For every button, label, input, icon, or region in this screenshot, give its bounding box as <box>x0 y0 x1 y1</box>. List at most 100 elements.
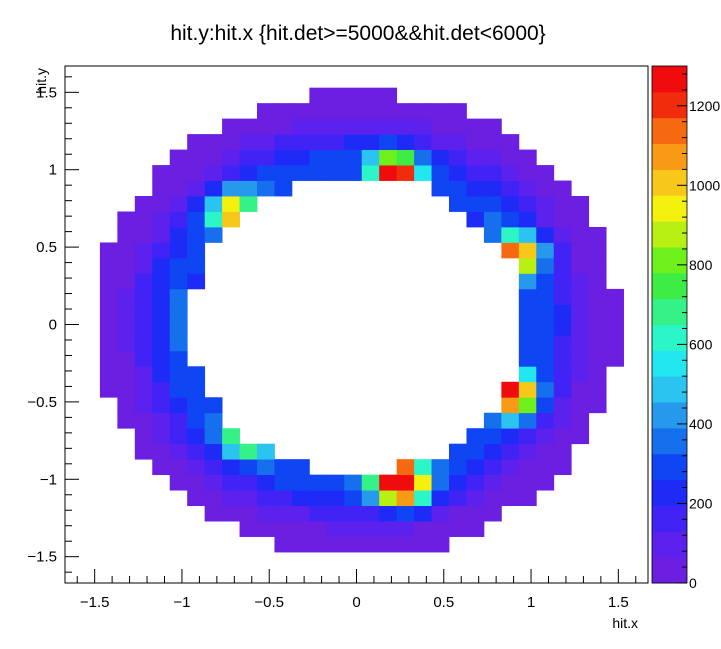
colorbar-swatch <box>652 531 687 558</box>
heatmap-bin <box>99 304 118 321</box>
heatmap-bin <box>257 490 275 507</box>
heatmap-bin <box>518 319 537 336</box>
heatmap-bin <box>222 490 240 507</box>
heatmap-bin <box>553 257 572 274</box>
heatmap-bin <box>117 366 136 383</box>
heatmap-bin <box>169 335 188 352</box>
heatmap-bin <box>239 474 258 491</box>
heatmap-bin <box>361 505 380 522</box>
heatmap-bin <box>187 211 206 228</box>
heatmap-bin <box>483 180 502 197</box>
heatmap-bin <box>204 443 223 460</box>
heatmap-bin <box>257 149 275 166</box>
heatmap-bin <box>536 412 555 429</box>
heatmap-bin <box>536 242 555 259</box>
heatmap-bin <box>396 149 415 166</box>
heatmap-bin <box>518 196 537 212</box>
heatmap-bin <box>518 474 537 491</box>
heatmap-bin <box>483 412 502 429</box>
heatmap-bin <box>431 459 450 476</box>
heatmap-bin <box>152 335 171 352</box>
heatmap-bin <box>187 474 206 491</box>
heatmap-bin <box>204 180 223 197</box>
heatmap-bin <box>571 242 590 259</box>
heatmap-bin <box>117 381 136 398</box>
heatmap-bin <box>344 165 363 181</box>
heatmap-bin <box>536 397 555 414</box>
heatmap-bin <box>291 165 310 181</box>
heatmap-bin <box>117 319 136 336</box>
heatmap-bin <box>134 397 153 414</box>
heatmap-bin <box>588 366 607 383</box>
heatmap-bin <box>152 443 171 460</box>
heatmap-bin <box>187 180 206 197</box>
heatmap-bin <box>431 149 450 166</box>
heatmap-bin <box>274 505 293 522</box>
heatmap-bin <box>483 459 502 476</box>
heatmap-bin <box>518 443 537 460</box>
heatmap-bin <box>553 381 572 398</box>
heatmap-bin <box>187 273 206 290</box>
heatmap-bin <box>536 180 555 197</box>
heatmap-bin <box>291 505 310 522</box>
heatmap-bin <box>449 521 467 537</box>
heatmap-bin <box>134 226 153 243</box>
colorbar-swatch <box>652 402 687 429</box>
heatmap-bin <box>571 196 590 212</box>
heatmap-bin <box>606 319 624 336</box>
heatmap-bin <box>187 366 206 383</box>
heatmap-bin <box>379 149 398 166</box>
heatmap-bin <box>431 521 450 537</box>
heatmap-bin <box>187 490 206 507</box>
heatmap-bin <box>152 196 171 212</box>
heatmap-bin <box>449 149 467 166</box>
heatmap-bin <box>414 505 432 522</box>
heatmap-bin <box>536 366 555 383</box>
heatmap-bin <box>588 319 607 336</box>
heatmap-bin <box>571 211 590 228</box>
heatmap-bin <box>466 490 485 507</box>
heatmap-bin <box>117 211 136 228</box>
colorbar-swatch <box>652 272 687 300</box>
x-tick-label: −1.5 <box>80 594 110 611</box>
heatmap-bin <box>169 165 188 181</box>
heatmap-bin <box>169 149 188 166</box>
x-tick-label: 0.5 <box>433 594 454 611</box>
heatmap-bin <box>222 118 240 135</box>
heatmap-bin <box>187 428 206 445</box>
heatmap-bin <box>606 350 624 367</box>
heatmap-bin <box>239 196 258 212</box>
heatmap-bin <box>536 350 555 367</box>
heatmap-bin <box>134 381 153 398</box>
heatmap-bin <box>501 134 520 150</box>
heatmap-bin <box>431 490 450 507</box>
heatmap-bin <box>99 366 118 383</box>
heatmap-bin <box>501 211 520 228</box>
heatmap-bin <box>169 273 188 290</box>
heatmap-bin <box>152 459 171 476</box>
heatmap-bin <box>204 490 223 507</box>
heatmap-bin <box>291 490 310 507</box>
heatmap-bin <box>361 87 380 104</box>
heatmap-bin <box>257 505 275 522</box>
heatmap-bin <box>291 149 310 166</box>
heatmap-bin <box>222 165 240 181</box>
heatmap-bin <box>588 288 607 305</box>
heatmap-bin <box>588 335 607 352</box>
heatmap-bin <box>536 474 555 491</box>
heatmap-bin <box>344 474 363 491</box>
colorbar-swatch <box>652 117 687 145</box>
heatmap-bin <box>501 242 520 259</box>
heatmap-bin <box>379 490 398 507</box>
heatmap-bin <box>169 226 188 243</box>
heatmap-bin <box>431 118 450 135</box>
heatmap-bin <box>99 242 118 259</box>
heatmap-bin <box>239 180 258 197</box>
heatmap-bin <box>518 180 537 197</box>
heatmap-bin <box>117 242 136 259</box>
colorbar-tick-label: 400 <box>689 416 713 432</box>
heatmap-bin <box>483 490 502 507</box>
heatmap-bin <box>588 350 607 367</box>
heatmap-bin <box>518 273 537 290</box>
heatmap-bin <box>309 490 328 507</box>
